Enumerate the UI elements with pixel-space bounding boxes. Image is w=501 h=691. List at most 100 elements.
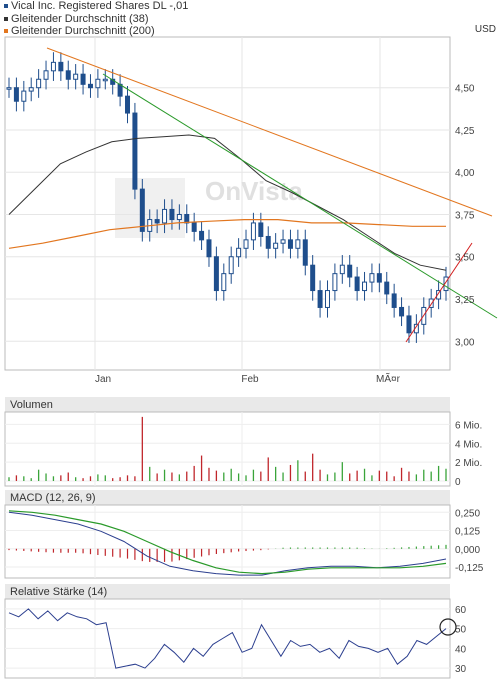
volume-grid [5,412,450,486]
candle-body [169,208,175,221]
macd-title: MACD (12, 26, 9) [10,492,96,504]
macd-y-tick-label: 0,125 [455,527,480,538]
candle-body [280,239,286,244]
legend-item-ma38: Gleitender Durchschnitt (38) [4,13,188,26]
volume-y-tick-label: 6 Mio. [455,420,482,431]
price-y-ticks: 4,50 4,25 4,00 3,75 3,50 3,25 3,00 [455,84,475,349]
watermark-text: OnVista [205,176,303,206]
candle-body [21,90,27,102]
macd-y-ticks: 0,250 0,125 0,000 -0,125 [455,508,484,574]
candle-body [428,298,434,308]
rsi-line [8,608,447,669]
candle-body [73,73,79,80]
candle-body [391,293,397,308]
candle-body [317,290,323,308]
candle-body [221,273,227,292]
rsi-highlight-circle [439,618,457,636]
candle-body [310,264,316,292]
candle-body [80,73,86,85]
chart-legend: Vical Inc. Registered Shares DL -,01 Gle… [4,0,188,38]
price-candles [6,52,449,343]
candle-body [13,87,19,102]
candle-body [273,242,279,249]
rsi-panel-header [5,584,450,599]
currency-label: USD [474,24,496,35]
candle-body [139,188,145,232]
candle-body [258,222,264,237]
legend-swatch-stock [4,4,8,9]
price-panel [4,36,451,371]
volume-y-tick-label: 4 Mio. [455,439,482,450]
candle-body [324,290,330,308]
candle-body [43,70,49,80]
candle-body [339,264,345,275]
candle-body [265,235,271,249]
price-y-tick-label: 4,25 [455,126,475,137]
candle-body [362,281,368,292]
candle-body [162,208,168,224]
candle-body [117,83,123,97]
trendline-red [405,242,473,343]
candle-body [376,273,382,283]
candle-body [228,256,234,275]
candle-body [184,213,190,224]
rsi-title: Relative Stärke (14) [10,586,107,598]
candle-body [132,112,138,190]
rsi-grid [5,599,450,678]
price-y-tick-label: 3,25 [455,295,475,306]
rsi-y-tick-label: 30 [455,664,467,675]
price-y-tick-label: 3,75 [455,210,475,221]
candle-body [36,78,42,89]
candle-body [58,61,64,72]
rsi-series-line [8,608,447,669]
candle-body [95,78,101,89]
candle-body [250,222,256,241]
candle-body [369,273,375,283]
candle-body [199,230,205,241]
legend-label-ma38: Gleitender Durchschnitt (38) [11,12,149,25]
rsi-y-tick-label: 50 [455,625,467,636]
candle-body [287,239,293,249]
candle-body [154,219,160,224]
legend-label-stock: Vical Inc. Registered Shares DL -,01 [11,0,189,13]
candle-body [295,239,301,249]
volume-y-tick-label: 2 Mio. [455,458,482,469]
rsi-y-ticks: 60 50 40 30 [455,605,467,675]
price-trendlines [46,47,498,343]
candle-body [302,239,308,266]
macd-y-tick-label: -0,125 [455,563,484,574]
candle-body [213,256,219,292]
candle-body [354,276,360,292]
ma200-line [8,219,446,249]
volume-panel-header [5,397,450,412]
macd-panel-header [5,490,450,505]
macd-signal-line [8,510,447,575]
volume-y-tick-label: 0 [455,477,461,488]
candle-body [206,239,212,258]
macd-y-tick-label: 0,250 [455,508,480,519]
candle-body [125,95,131,114]
volume-y-ticks: 6 Mio. 4 Mio. 2 Mio. 0 [455,420,482,488]
rsi-panel [4,598,451,679]
volume-title: Volumen [10,399,53,411]
volume-panel [4,411,451,487]
candle-body [436,290,442,300]
candle-body [50,61,56,72]
candle-body [102,78,108,82]
candle-body [176,213,182,221]
volume-bars [8,416,447,481]
ma38-line [8,134,447,271]
price-lines [8,134,447,271]
legend-swatch-ma38 [4,16,8,21]
legend-label-ma200: Gleitender Durchschnitt (200) [11,25,155,38]
macd-histogram [8,544,447,562]
candle-body [332,273,338,292]
candle-body [87,83,93,89]
candle-body [399,306,405,317]
legend-swatch-ma200 [4,29,8,34]
candle-body [191,222,197,232]
candle-body [406,315,412,334]
candle-body [6,87,12,90]
legend-item-stock: Vical Inc. Registered Shares DL -,01 [4,0,188,13]
